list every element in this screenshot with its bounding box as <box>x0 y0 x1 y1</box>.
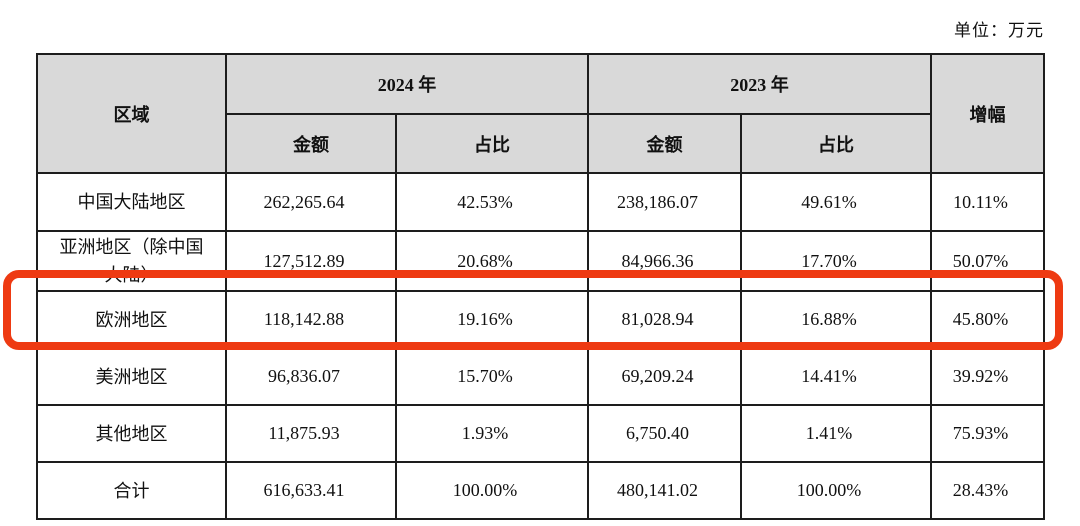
ratio-2024-cell: 20.68% <box>395 230 589 292</box>
ratio-2024-cell: 15.70% <box>395 347 589 406</box>
table-row-europe-highlighted: 欧洲地区 118,142.88 19.16% 81,028.94 16.88% … <box>36 290 1045 349</box>
amount-2024-cell: 616,633.41 <box>225 461 397 520</box>
region-cell: 欧洲地区 <box>36 290 227 349</box>
growth-cell: 28.43% <box>930 461 1045 520</box>
ratio-2024-cell: 100.00% <box>395 461 589 520</box>
ratio-2023-cell: 14.41% <box>740 347 932 406</box>
table-row-china-mainland: 中国大陆地区 262,265.64 42.53% 238,186.07 49.6… <box>36 172 1045 232</box>
amount-2023-cell: 238,186.07 <box>587 172 742 232</box>
amount-2023-cell: 480,141.02 <box>587 461 742 520</box>
table-header-row-metrics: 金额 占比 金额 占比 <box>37 113 1044 174</box>
amount-2023-cell: 69,209.24 <box>587 347 742 406</box>
header-amount-2024: 金额 <box>225 113 397 174</box>
region-cell: 中国大陆地区 <box>36 172 227 232</box>
ratio-2024-cell: 42.53% <box>395 172 589 232</box>
region-cell: 美洲地区 <box>36 347 227 406</box>
region-revenue-table: 区域 2024 年 2023 年 增幅 金额 占比 金额 占比 中国大陆地区 2… <box>36 53 1045 520</box>
header-ratio-2023: 占比 <box>740 113 932 174</box>
amount-2023-cell: 81,028.94 <box>587 290 742 349</box>
table-row-asia-ex-china: 亚洲地区（除中国大陆） 127,512.89 20.68% 84,966.36 … <box>36 230 1045 292</box>
region-cell: 其他地区 <box>36 404 227 463</box>
growth-cell: 75.93% <box>930 404 1045 463</box>
growth-cell: 39.92% <box>930 347 1045 406</box>
growth-cell: 45.80% <box>930 290 1045 349</box>
header-amount-2023: 金额 <box>587 113 742 174</box>
amount-2024-cell: 262,265.64 <box>225 172 397 232</box>
ratio-2024-cell: 1.93% <box>395 404 589 463</box>
ratio-2023-cell: 16.88% <box>740 290 932 349</box>
table-row-other-regions: 其他地区 11,875.93 1.93% 6,750.40 1.41% 75.9… <box>36 404 1045 463</box>
ratio-2023-cell: 100.00% <box>740 461 932 520</box>
unit-label: 单位：万元 <box>954 21 1044 40</box>
region-cell: 合计 <box>36 461 227 520</box>
amount-2024-cell: 11,875.93 <box>225 404 397 463</box>
ratio-2023-cell: 17.70% <box>740 230 932 292</box>
ratio-2024-cell: 19.16% <box>395 290 589 349</box>
amount-2023-cell: 6,750.40 <box>587 404 742 463</box>
amount-2023-cell: 84,966.36 <box>587 230 742 292</box>
table-row-americas: 美洲地区 96,836.07 15.70% 69,209.24 14.41% 3… <box>36 347 1045 406</box>
amount-2024-cell: 118,142.88 <box>225 290 397 349</box>
region-cell: 亚洲地区（除中国大陆） <box>36 230 227 292</box>
table-row-total: 合计 616,633.41 100.00% 480,141.02 100.00%… <box>36 461 1045 520</box>
growth-cell: 10.11% <box>930 172 1045 232</box>
ratio-2023-cell: 49.61% <box>740 172 932 232</box>
table-header-row-years: 区域 2024 年 2023 年 增幅 <box>36 53 1045 174</box>
amount-2024-cell: 96,836.07 <box>225 347 397 406</box>
ratio-2023-cell: 1.41% <box>740 404 932 463</box>
amount-2024-cell: 127,512.89 <box>225 230 397 292</box>
header-region: 区域 <box>36 53 227 174</box>
header-growth: 增幅 <box>930 53 1045 174</box>
header-ratio-2024: 占比 <box>395 113 589 174</box>
header-year-2023: 2023 年 <box>587 53 932 115</box>
growth-cell: 50.07% <box>930 230 1045 292</box>
header-year-2024: 2024 年 <box>225 53 589 115</box>
